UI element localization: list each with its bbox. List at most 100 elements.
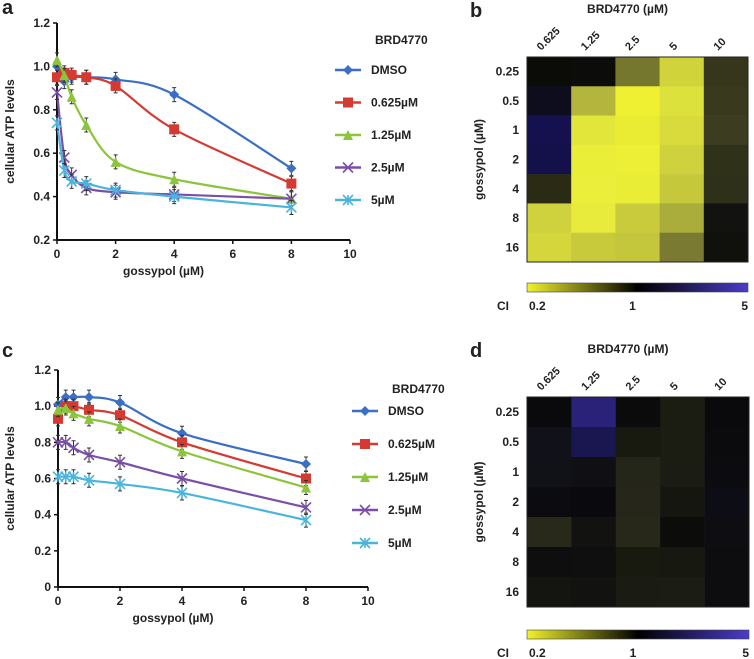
square-marker bbox=[84, 404, 94, 415]
diamond-marker bbox=[68, 392, 79, 403]
heatmap-cell bbox=[571, 86, 616, 116]
legend-label: 2.5µM bbox=[371, 161, 405, 175]
heatmap-cell bbox=[615, 577, 661, 608]
x-tick-label: 6 bbox=[241, 594, 248, 608]
y-tick-label: 0.8 bbox=[34, 435, 51, 449]
x-tick-label: 8 bbox=[288, 247, 295, 261]
heatmap-cell bbox=[615, 487, 661, 518]
triangle-marker bbox=[360, 472, 370, 482]
column-label: 10 bbox=[712, 376, 729, 393]
heatmap-cell bbox=[571, 232, 616, 263]
x-marker bbox=[300, 501, 312, 513]
panel-letter: c bbox=[2, 340, 13, 362]
legend-label: 2.5µM bbox=[388, 503, 422, 517]
legend-item bbox=[335, 65, 361, 75]
y-tick-label: 0.4 bbox=[33, 190, 50, 204]
row-label: 4 bbox=[512, 525, 519, 539]
heatmap-cell bbox=[615, 203, 660, 234]
heatmap-border bbox=[526, 396, 750, 608]
x-marker bbox=[60, 436, 72, 448]
heatmap-cell bbox=[659, 232, 705, 263]
y-axis-label: gossypol (µM) bbox=[472, 462, 486, 543]
colorbar bbox=[526, 629, 750, 640]
heatmap-cell bbox=[703, 57, 749, 87]
y-tick-label: 0.2 bbox=[33, 233, 50, 247]
row-label: 2 bbox=[512, 495, 519, 509]
y-tick-label: 0.2 bbox=[34, 544, 51, 558]
colorbar-label: CI bbox=[497, 646, 509, 659]
diamond-marker bbox=[360, 406, 370, 416]
x-axis-label: gossypol (µM) bbox=[133, 611, 214, 625]
row-label: 16 bbox=[506, 585, 520, 599]
y-axis-label: cellular ATP levels bbox=[3, 79, 17, 184]
diamond-marker bbox=[301, 459, 311, 470]
y-axis-label: cellular ATP levels bbox=[3, 426, 17, 531]
square-marker bbox=[301, 473, 311, 484]
heatmap-cell bbox=[659, 174, 705, 204]
row-label: 1 bbox=[512, 465, 519, 479]
triangle-marker bbox=[343, 130, 353, 140]
diamond-marker bbox=[115, 397, 125, 408]
heatmap-title: BRD4770 (µM) bbox=[588, 342, 669, 356]
x-tick-label: 4 bbox=[179, 594, 186, 608]
heatmap-cell bbox=[660, 547, 705, 578]
legend-label: 5µM bbox=[371, 193, 395, 207]
heatmap-cell bbox=[527, 115, 572, 146]
legend-item bbox=[335, 161, 361, 174]
x-axis-label: gossypol (µM) bbox=[123, 264, 204, 278]
star-marker bbox=[342, 194, 354, 206]
star-marker bbox=[285, 201, 297, 214]
heatmap-cell bbox=[615, 57, 660, 87]
heatmap-cell bbox=[527, 487, 572, 518]
x-marker bbox=[359, 504, 371, 516]
row-label: 8 bbox=[512, 211, 519, 225]
row-label: 8 bbox=[512, 555, 519, 569]
heatmap-cell bbox=[660, 427, 705, 458]
heatmap-cell bbox=[527, 397, 572, 428]
legend-label: 5µM bbox=[388, 536, 412, 550]
heatmap-cell bbox=[704, 577, 750, 608]
panel-letter: b bbox=[470, 0, 482, 22]
column-label: 5 bbox=[668, 380, 681, 393]
star-marker bbox=[58, 164, 70, 177]
row-label: 2 bbox=[512, 153, 519, 167]
y-tick-label: 0.6 bbox=[33, 146, 50, 160]
row-label: 0.5 bbox=[502, 435, 519, 449]
star-marker bbox=[51, 117, 63, 129]
legend-item bbox=[335, 97, 361, 108]
heatmap-cell bbox=[615, 457, 661, 488]
x-marker bbox=[114, 456, 126, 468]
heatmap-cell bbox=[615, 144, 660, 175]
heatmap-cell bbox=[527, 427, 572, 458]
x-marker bbox=[83, 449, 95, 461]
square-marker bbox=[81, 72, 92, 83]
heatmap-border bbox=[526, 56, 749, 263]
square-marker bbox=[343, 97, 353, 108]
legend-label: 1.25µM bbox=[371, 128, 411, 142]
heatmap-cell bbox=[527, 86, 572, 116]
legend-label: DMSO bbox=[388, 404, 424, 418]
square-marker bbox=[52, 72, 62, 83]
heatmap-cell bbox=[615, 517, 661, 548]
heatmap-cell bbox=[703, 203, 749, 234]
triangle-marker bbox=[110, 156, 121, 167]
x-marker bbox=[67, 442, 80, 454]
x-tick-label: 4 bbox=[171, 247, 178, 261]
star-marker bbox=[114, 478, 126, 490]
triangle-marker bbox=[60, 402, 71, 413]
x-tick-label: 0 bbox=[55, 594, 62, 608]
star-marker bbox=[83, 474, 95, 486]
star-marker bbox=[168, 191, 180, 203]
column-label: 2.5 bbox=[623, 34, 642, 53]
y-tick-label: 0 bbox=[44, 580, 51, 594]
triangle-marker bbox=[169, 174, 180, 185]
heatmap-cell bbox=[615, 174, 660, 204]
column-label: 1.25 bbox=[579, 29, 603, 53]
heatmap-cell bbox=[571, 577, 617, 608]
colorbar-tick: 0.2 bbox=[529, 646, 546, 659]
diamond-marker bbox=[286, 163, 297, 174]
diamond-marker bbox=[169, 89, 180, 100]
row-label: 0.25 bbox=[496, 65, 520, 79]
x-tick-label: 0 bbox=[54, 247, 61, 261]
triangle-marker bbox=[53, 404, 63, 415]
